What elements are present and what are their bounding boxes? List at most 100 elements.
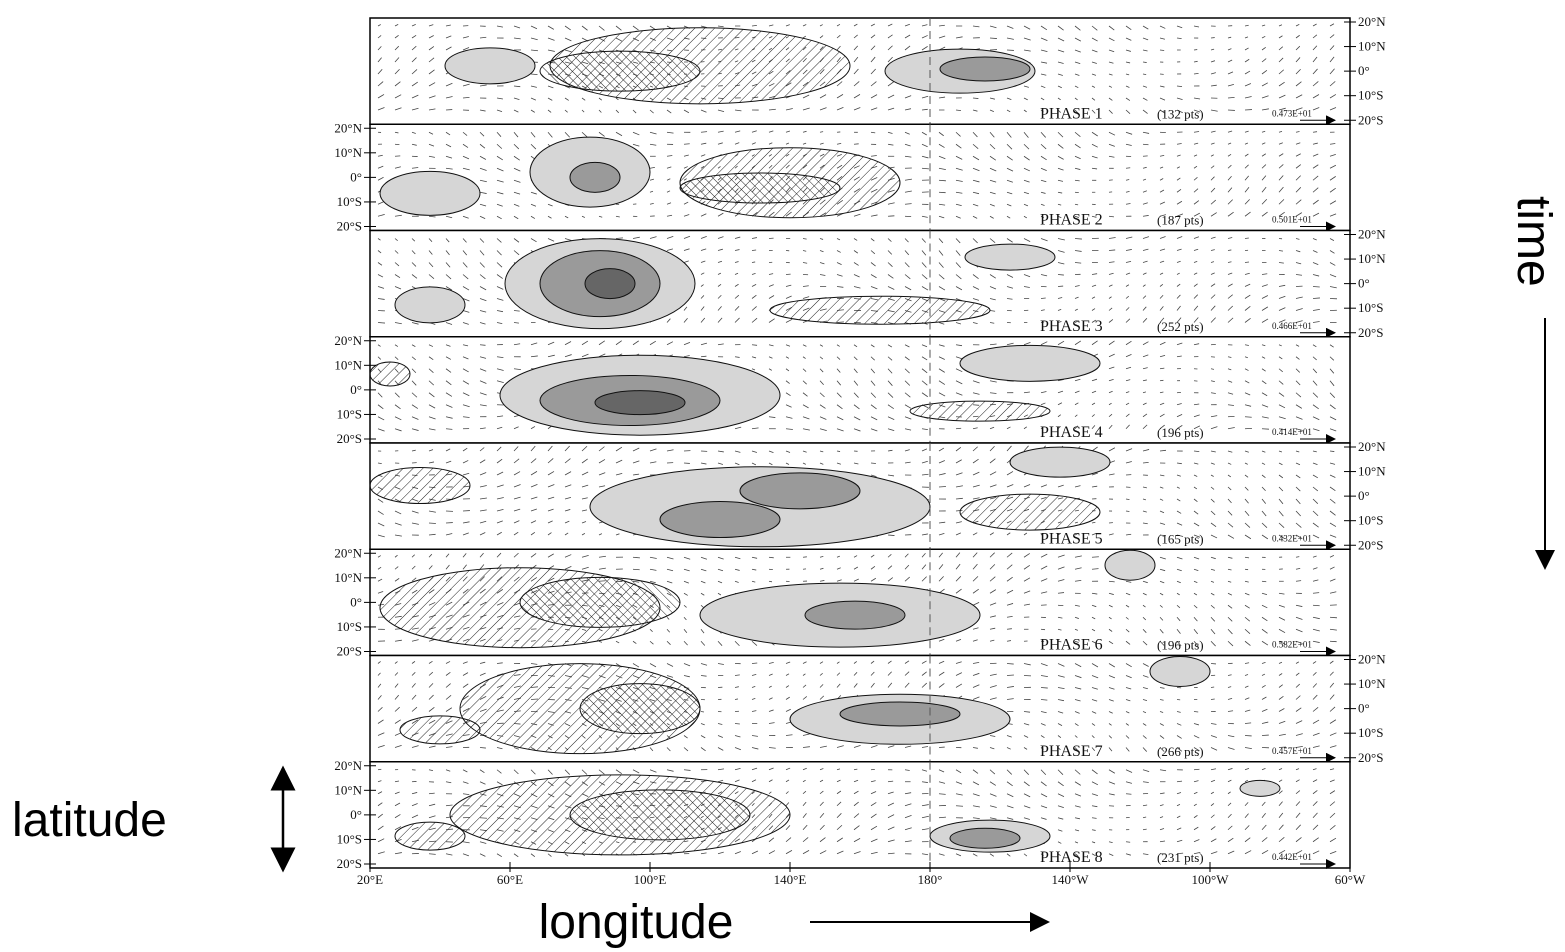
wind-vector — [1245, 238, 1249, 239]
time-annotation: time — [1507, 196, 1560, 287]
anomaly-contour — [1240, 780, 1280, 796]
wind-vector — [973, 98, 978, 99]
wind-vector — [1313, 287, 1320, 288]
lat-label: 10°N — [334, 782, 362, 797]
phase-label: PHASE 3 — [1040, 318, 1103, 335]
anomaly-contour — [660, 502, 780, 538]
wind-vector — [939, 486, 946, 487]
lat-label: 10°N — [1358, 676, 1386, 691]
wind-vector — [1330, 617, 1337, 618]
anomaly-contour — [960, 345, 1100, 381]
vector-scale: 0.414E+01 — [1272, 427, 1312, 437]
points-label: (196 pts) — [1157, 638, 1204, 653]
vector-scale: 0.457E+01 — [1272, 746, 1312, 756]
anomaly-contour — [910, 401, 1050, 421]
anomaly-contour — [770, 296, 990, 324]
wind-vector — [871, 463, 876, 464]
wind-vector — [1143, 62, 1147, 63]
lat-label: 0° — [350, 807, 362, 822]
anomaly-contour — [570, 162, 620, 192]
points-label: (252 pts) — [1157, 319, 1204, 334]
lon-label: 100°E — [634, 872, 667, 887]
wind-vector — [1058, 275, 1064, 276]
lat-label: 20°S — [337, 856, 362, 871]
points-label: (187 pts) — [1157, 213, 1204, 228]
vector-scale: 0.582E+01 — [1272, 640, 1312, 650]
longitude-annotation: longitude — [539, 896, 734, 949]
wind-vector — [752, 663, 757, 664]
wind-vector — [735, 699, 738, 700]
wind-vector — [480, 345, 486, 346]
lat-label: 20°N — [1358, 652, 1386, 667]
anomaly-contour — [1105, 550, 1155, 580]
phase-label: PHASE 4 — [1040, 424, 1103, 441]
anomaly-contour — [1010, 447, 1110, 477]
wind-vector — [1109, 250, 1115, 251]
lat-label: 0° — [1358, 276, 1370, 291]
lat-label: 20°S — [1358, 325, 1383, 340]
lat-label: 10°S — [1358, 88, 1383, 103]
lat-label: 10°N — [1358, 39, 1386, 54]
anomaly-contour — [580, 684, 700, 734]
anomaly-contour — [445, 48, 535, 84]
lat-label: 20°S — [337, 431, 362, 446]
anomaly-contour — [380, 171, 480, 215]
latitude-annotation: latitude — [12, 794, 167, 847]
wind-vector — [837, 451, 840, 452]
lat-label: 20°N — [334, 120, 362, 135]
lon-label: 140°W — [1052, 872, 1090, 887]
vector-scale: 0.442E+01 — [1272, 852, 1312, 862]
wind-vector — [1330, 451, 1334, 452]
wind-vector — [769, 581, 772, 582]
anomaly-contour — [740, 473, 860, 509]
anomaly-contour — [400, 716, 480, 744]
anomaly-contour — [965, 244, 1055, 270]
wind-vector — [752, 250, 756, 251]
anomaly-contour — [370, 468, 470, 504]
lat-label: 20°S — [1358, 750, 1383, 765]
lat-label: 20°S — [1358, 537, 1383, 552]
lon-label: 180° — [918, 872, 943, 887]
anomaly-contour — [520, 577, 680, 627]
lat-label: 20°N — [1358, 227, 1386, 242]
anomaly-contour — [950, 828, 1020, 848]
anomaly-contour — [1150, 656, 1210, 686]
lat-label: 20°S — [337, 219, 362, 234]
lon-label: 20°E — [357, 872, 383, 887]
map-panels: 20°N10°N0°10°S20°SPHASE 1(132 pts)0.473E… — [334, 14, 1386, 887]
lat-label: 0° — [1358, 488, 1370, 503]
wind-vector — [1075, 239, 1082, 240]
wind-vector — [752, 262, 755, 263]
wind-vector — [684, 144, 690, 145]
anomaly-contour — [680, 173, 840, 203]
wind-vector — [378, 769, 381, 770]
phase-label: PHASE 5 — [1040, 530, 1103, 547]
lat-label: 20°N — [334, 758, 362, 773]
anomaly-contour — [595, 391, 685, 415]
wind-vector — [1194, 769, 1199, 770]
lon-label: 60°E — [497, 872, 523, 887]
wind-vector — [1313, 132, 1317, 133]
lat-label: 10°N — [334, 357, 362, 372]
wind-vector — [735, 724, 740, 725]
lon-label: 60°W — [1335, 872, 1366, 887]
wind-vector — [1041, 688, 1048, 689]
anomaly-contour — [395, 822, 465, 850]
wind-vector — [1262, 581, 1266, 582]
anomaly-contour — [960, 494, 1100, 530]
lat-label: 10°S — [337, 619, 362, 634]
wind-vector — [1041, 298, 1046, 299]
wind-vector — [701, 356, 706, 357]
lat-label: 20°N — [334, 545, 362, 560]
lat-label: 20°N — [1358, 439, 1386, 454]
anomaly-contour — [570, 790, 750, 840]
points-label: (165 pts) — [1157, 531, 1204, 546]
points-label: (196 pts) — [1157, 425, 1204, 440]
points-label: (231 pts) — [1157, 850, 1204, 865]
anomaly-contour — [540, 51, 700, 91]
lat-label: 10°N — [334, 570, 362, 585]
phase-label: PHASE 8 — [1040, 849, 1103, 866]
lat-label: 10°N — [334, 145, 362, 160]
